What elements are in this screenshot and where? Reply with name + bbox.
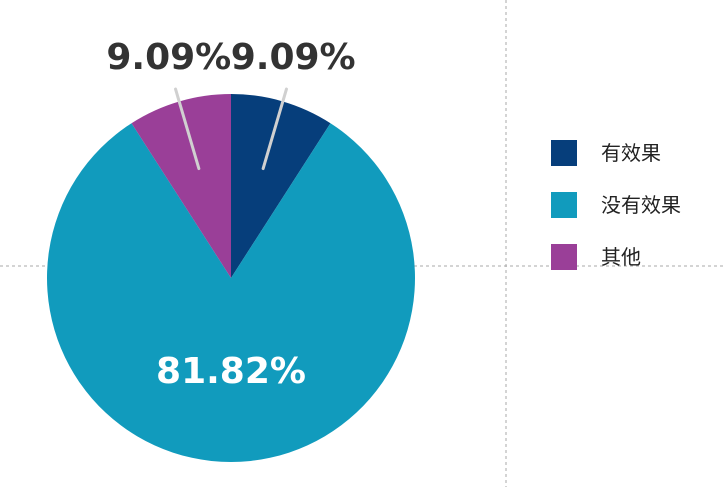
legend-label-1: 有效果 [601,141,661,165]
legend-swatch-2 [551,192,577,218]
leader-line-1 [261,87,288,171]
data-label-2: 81.82% [156,351,306,392]
legend-label-3: 其他 [601,245,641,269]
legend-label-2: 没有效果 [601,193,681,217]
pie-slice-2 [46,123,415,463]
pie-slices [46,94,415,463]
data-label-3: 9.09% [106,37,231,78]
label-leader-lines [174,87,288,171]
data-label-1: 9.09% [231,37,356,78]
leader-line-3 [174,87,201,171]
pie-slice-3 [131,94,231,278]
pie-slice-1 [231,94,331,278]
legend-swatch-3 [551,244,577,270]
legend-swatch-1 [551,140,577,166]
data-labels: 9.09% 81.82% 9.09% [106,37,355,392]
